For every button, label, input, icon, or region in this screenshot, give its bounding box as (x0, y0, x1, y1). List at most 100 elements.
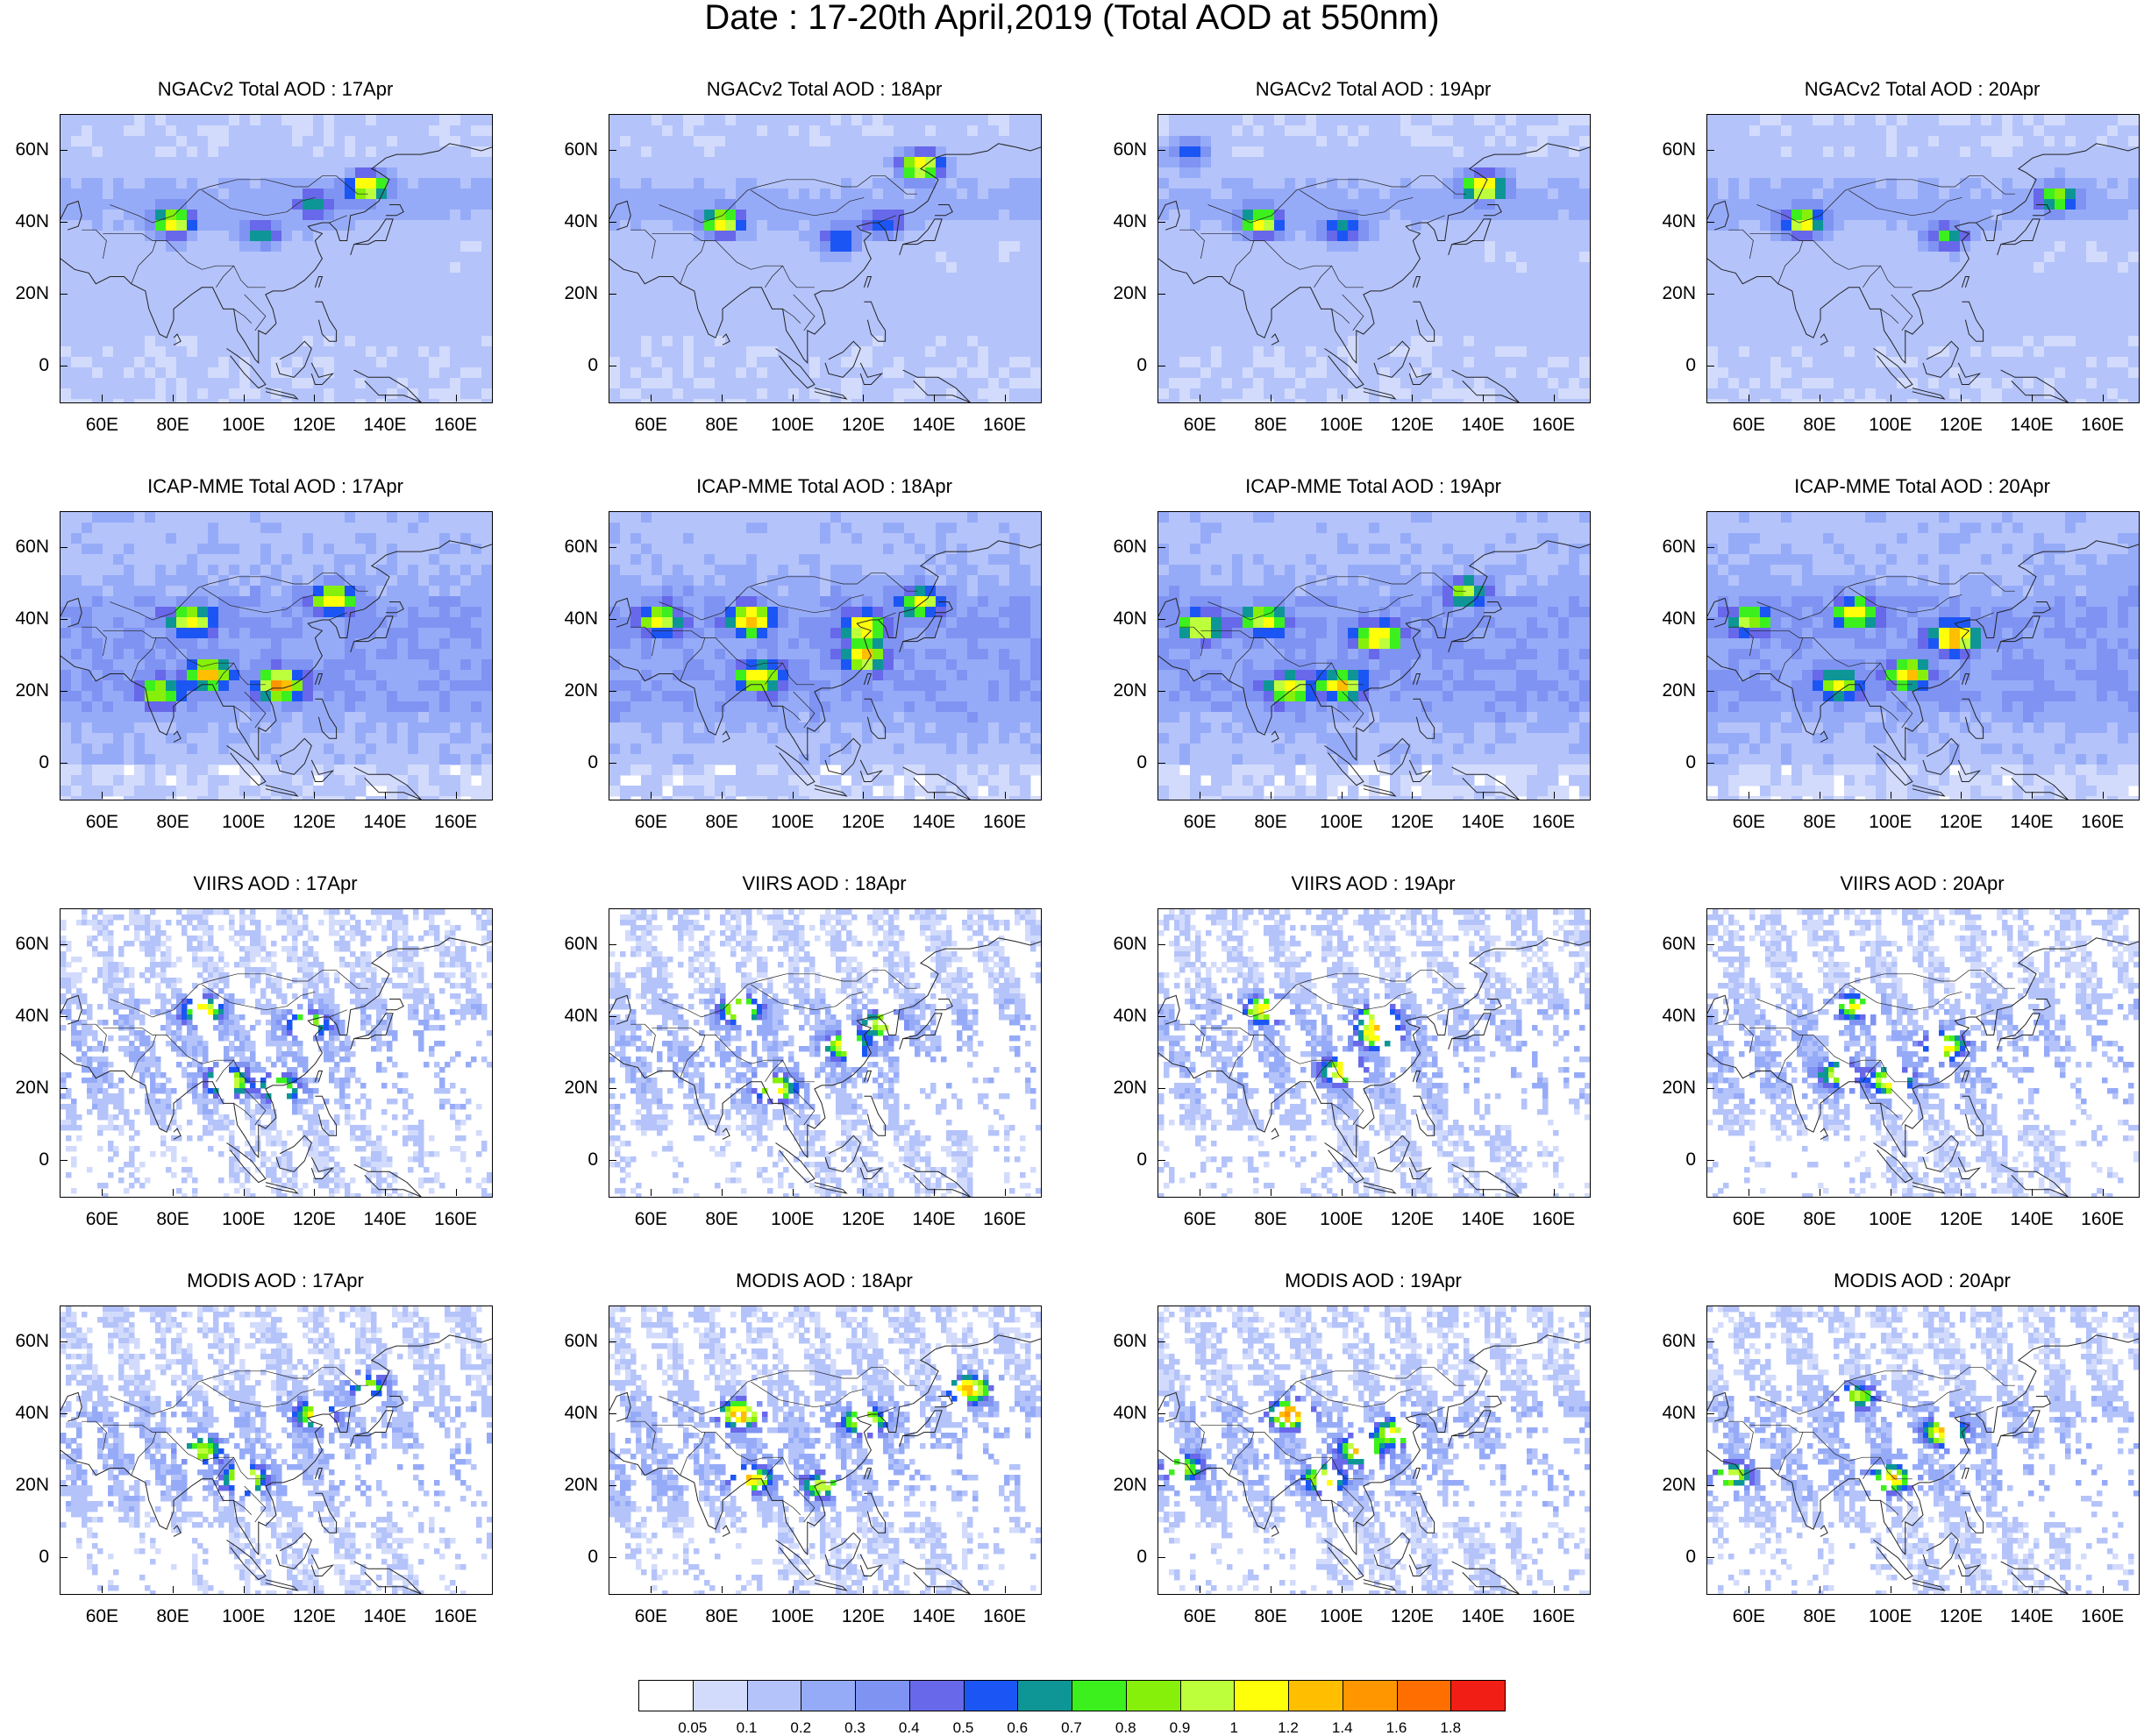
aod-cell (1728, 283, 1740, 295)
aod-cell (630, 357, 642, 368)
aod-cell (1358, 399, 1370, 402)
aod-cell (2128, 388, 2139, 400)
aod-cell (1886, 199, 1898, 210)
aod-cell (1918, 167, 1929, 179)
aod-cell (376, 325, 388, 337)
x-tick-label: 160E (425, 416, 487, 435)
aod-cell (1369, 178, 1380, 189)
aod-cell (925, 388, 937, 400)
aod-cell (1485, 157, 1496, 168)
aod-cell (641, 167, 652, 179)
aod-cell (1411, 378, 1422, 389)
aod-cell (641, 210, 652, 221)
aod-cell (2044, 167, 2055, 179)
aod-cell (767, 252, 779, 263)
aod-cell (683, 115, 694, 126)
aod-cell (967, 178, 979, 189)
aod-cell (260, 178, 272, 189)
aod-cell (355, 136, 367, 147)
aod-cell (1316, 189, 1328, 200)
aod-cell (1495, 146, 1506, 158)
aod-cell (1844, 136, 1856, 147)
aod-cell (936, 241, 947, 253)
aod-cell (1020, 399, 1031, 402)
aod-cell (229, 565, 240, 576)
aod-cell (694, 336, 705, 347)
aod-cell (1739, 241, 1750, 253)
aod-cell (1379, 399, 1391, 402)
aod-cell (788, 231, 800, 242)
aod-cell (166, 241, 177, 253)
aod-cell (1400, 167, 1412, 179)
aod-cell (1369, 136, 1380, 147)
aod-cell (82, 315, 93, 326)
aod-cell (418, 231, 430, 242)
aod-cell (387, 241, 398, 253)
aod-cell (208, 533, 219, 544)
aod-cell (736, 304, 747, 316)
aod-cell (176, 146, 188, 158)
aod-cell (303, 294, 314, 305)
aod-cell (652, 189, 663, 200)
aod-cell (481, 178, 492, 189)
aod-cell (1179, 315, 1191, 326)
aod-cell (1760, 325, 1771, 337)
aod-cell (1569, 357, 1580, 368)
aod-cell (1400, 136, 1412, 147)
aod-cell (1813, 231, 1824, 242)
aod-cell (915, 399, 926, 402)
aod-cell (1358, 125, 1370, 137)
aod-cell (292, 167, 303, 179)
aod-cell (481, 533, 492, 544)
aod-cell (366, 115, 377, 126)
aod-cell (652, 220, 663, 231)
aod-cell (1020, 178, 1031, 189)
aod-cell (1865, 231, 1877, 242)
aod-cell (71, 231, 82, 242)
aod-cell (967, 146, 979, 158)
aod-cell (1379, 262, 1391, 274)
aod-cell (736, 231, 747, 242)
aod-cell (345, 231, 356, 242)
aod-cell (1030, 178, 1041, 189)
aod-cell (113, 512, 125, 523)
aod-cell (1306, 125, 1317, 137)
aod-cell (1844, 115, 1856, 126)
aod-cell (281, 252, 293, 263)
aod-cell (345, 189, 356, 200)
aod-cell (1897, 294, 1908, 305)
aod-cell (1358, 357, 1370, 368)
aod-cell (1970, 378, 1982, 389)
aod-cell (1169, 220, 1180, 231)
aod-cell (1253, 273, 1264, 284)
aod-cell (1981, 210, 1992, 221)
aod-cell (292, 189, 303, 200)
aod-cell (936, 115, 947, 126)
aod-cell (1579, 146, 1590, 158)
aod-cell (1770, 178, 1782, 189)
aod-cell (999, 178, 1010, 189)
aod-cell (1495, 399, 1506, 402)
aod-cell (281, 325, 293, 337)
aod-cell (1495, 178, 1506, 189)
aod-cell (1337, 252, 1349, 263)
aod-cell (71, 146, 82, 158)
aod-cell (1865, 325, 1877, 337)
aod-cell (450, 231, 461, 242)
aod-cell (1876, 199, 1887, 210)
aod-cell (345, 399, 356, 402)
aod-cell (1485, 304, 1496, 316)
aod-cell (429, 315, 440, 326)
aod-cell (1760, 146, 1771, 158)
aod-cell (1009, 189, 1021, 200)
aod-cell (925, 241, 937, 253)
aod-cell (1760, 136, 1771, 147)
aod-cell (1264, 367, 1275, 379)
aod-cell (894, 199, 905, 210)
aod-cell (450, 399, 461, 402)
aod-cell (1760, 220, 1771, 231)
aod-cell (967, 189, 979, 200)
aod-cell (1190, 241, 1201, 253)
aod-cell (1718, 336, 1729, 347)
aod-cell (1432, 136, 1443, 147)
